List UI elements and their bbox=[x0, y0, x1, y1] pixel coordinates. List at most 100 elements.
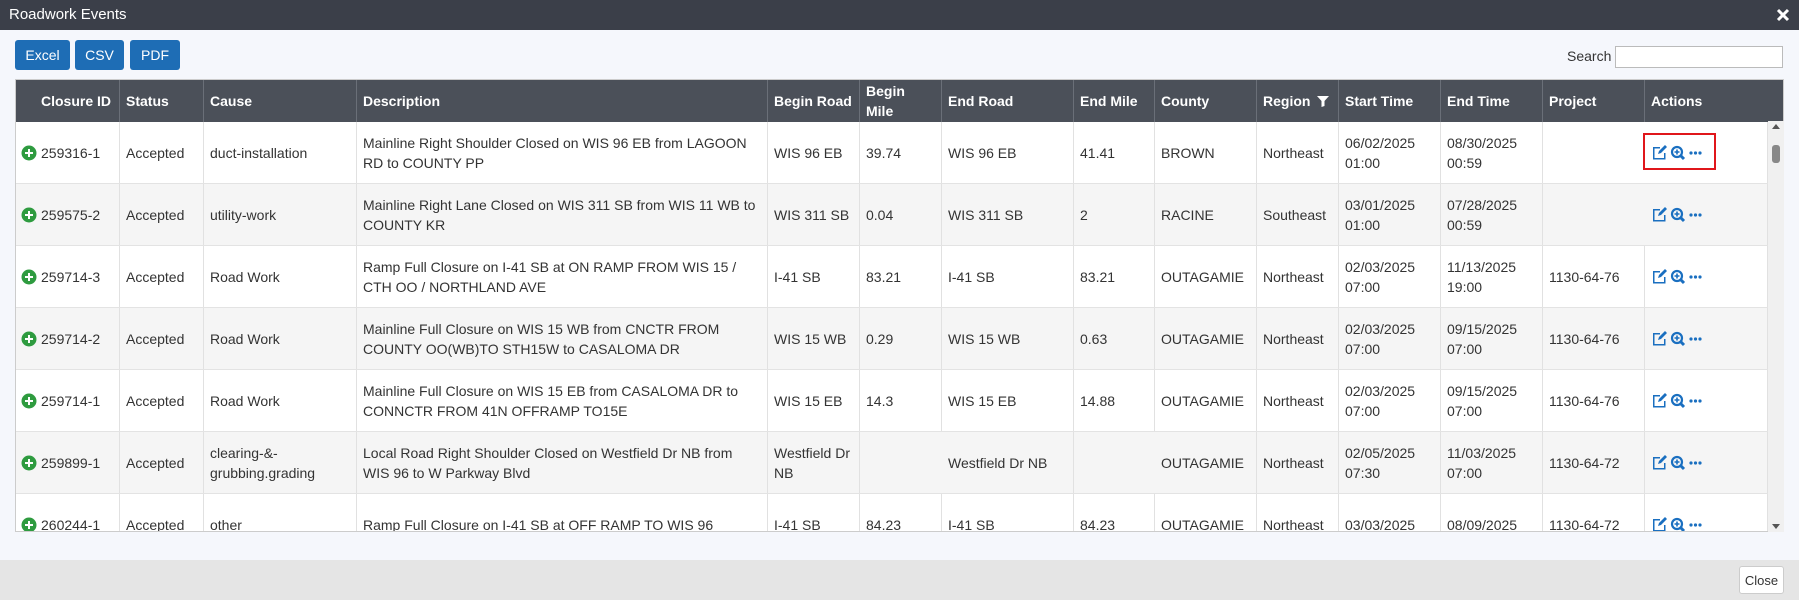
table-cell: Northeast bbox=[1257, 122, 1339, 183]
column-header: Actions bbox=[1645, 80, 1783, 122]
cell-text: Northeast bbox=[1263, 516, 1324, 532]
table-cell: 1130-64-72 bbox=[1543, 494, 1645, 531]
action-icons[interactable] bbox=[1651, 142, 1711, 164]
cell-text: OUTAGAMIE bbox=[1161, 454, 1244, 471]
actions-cell bbox=[1645, 246, 1768, 307]
action-icons[interactable] bbox=[1651, 514, 1711, 533]
table-cell: Northeast bbox=[1257, 494, 1339, 532]
filter-icon[interactable] bbox=[1316, 94, 1330, 108]
table-cell: Accepted bbox=[120, 432, 204, 493]
cell-text: Northeast bbox=[1263, 268, 1324, 285]
table-cell: 83.21 bbox=[1074, 246, 1155, 307]
cell-text: 06/02/2025 01:00 bbox=[1345, 134, 1416, 171]
scrollbar[interactable] bbox=[1768, 121, 1784, 532]
cell-text: other bbox=[210, 516, 242, 532]
table-cell: Westfield Dr NB bbox=[768, 432, 860, 493]
action-icons[interactable] bbox=[1651, 390, 1711, 412]
table-cell: WIS 96 EB bbox=[942, 122, 1074, 183]
cell-text: 259714-1 bbox=[41, 392, 101, 409]
actions-cell bbox=[1643, 122, 1768, 183]
expand-icon[interactable] bbox=[21, 269, 37, 285]
csv-button[interactable]: CSV bbox=[75, 40, 124, 70]
column-header: Description bbox=[357, 80, 768, 122]
cell-text: 14.3 bbox=[866, 392, 894, 409]
table-cell: 07/28/2025 00:59 bbox=[1441, 184, 1543, 245]
table-cell: 02/03/2025 07:00 bbox=[1339, 370, 1441, 431]
table-cell: Northeast bbox=[1257, 432, 1339, 493]
table-cell: 39.74 bbox=[860, 122, 942, 183]
table-cell: 0.04 bbox=[860, 184, 942, 245]
table-cell: 1130-64-76 bbox=[1543, 246, 1645, 307]
cell-text: Southeast bbox=[1263, 206, 1327, 223]
cell-text: Accepted bbox=[126, 144, 185, 161]
column-header-text: Start Time bbox=[1345, 93, 1414, 109]
expand-icon[interactable] bbox=[21, 331, 37, 347]
action-icons[interactable] bbox=[1651, 204, 1711, 226]
cell-text: 11/13/2025 19:00 bbox=[1447, 258, 1517, 295]
column-header-text: Region bbox=[1263, 93, 1311, 109]
cell-text: Accepted bbox=[126, 392, 185, 409]
column-header-text: Description bbox=[363, 93, 441, 109]
cell-text: Accepted bbox=[126, 330, 185, 347]
cell-text: 259714-2 bbox=[41, 330, 101, 347]
table-cell: 259714-2 bbox=[16, 308, 120, 369]
cell-text: 02/03/2025 07:00 bbox=[1345, 320, 1416, 357]
expand-icon[interactable] bbox=[21, 207, 37, 223]
table-cell: other bbox=[204, 494, 357, 532]
cell-text: 08/09/2025 bbox=[1447, 516, 1518, 532]
cell-text: 1130-64-76 bbox=[1549, 330, 1620, 347]
cell-text: 0.29 bbox=[866, 330, 894, 347]
table-cell: 259899-1 bbox=[16, 432, 120, 493]
action-icons[interactable] bbox=[1651, 266, 1711, 288]
cell-text: 1130-64-72 bbox=[1549, 454, 1620, 471]
cell-text: 259575-2 bbox=[41, 206, 101, 223]
action-icons[interactable] bbox=[1651, 452, 1711, 474]
cell-text: 39.74 bbox=[866, 144, 902, 161]
table-cell: I-41 SB bbox=[768, 494, 860, 531]
table-cell: 1130-64-72 bbox=[1543, 432, 1645, 493]
action-icons[interactable] bbox=[1651, 328, 1711, 350]
column-header: Begin Mile bbox=[860, 80, 942, 122]
table-cell: 84.23 bbox=[1074, 494, 1155, 531]
excel-button[interactable]: Excel bbox=[15, 40, 70, 70]
table-cell: Road Work bbox=[204, 308, 357, 369]
expand-icon[interactable] bbox=[21, 455, 37, 471]
close-button[interactable]: Close bbox=[1739, 566, 1784, 594]
table-cell: OUTAGAMIE bbox=[1155, 246, 1257, 307]
cell-text: 02/05/2025 07:30 bbox=[1345, 444, 1416, 481]
table-cell: Accepted bbox=[120, 308, 204, 369]
table-cell: Accepted bbox=[120, 494, 204, 531]
cell-text: 11/03/2025 07:00 bbox=[1447, 444, 1517, 481]
expand-icon[interactable] bbox=[21, 517, 37, 532]
cell-text: Accepted bbox=[126, 454, 185, 471]
cell-text: WIS 15 EB bbox=[948, 392, 1017, 409]
column-header-text: Begin Mile bbox=[866, 83, 905, 119]
pdf-button[interactable]: PDF bbox=[130, 40, 180, 70]
expand-icon[interactable] bbox=[21, 145, 37, 161]
column-header: Region bbox=[1257, 80, 1339, 122]
table-cell: Northeast bbox=[1257, 308, 1339, 369]
column-header: Start Time bbox=[1339, 80, 1441, 122]
cell-text: WIS 15 WB bbox=[774, 330, 847, 347]
column-header: End Mile bbox=[1074, 80, 1155, 122]
cell-text: 03/01/2025 01:00 bbox=[1345, 196, 1416, 233]
table-cell: OUTAGAMIE bbox=[1155, 494, 1257, 531]
table-cell: Ramp Full Closure on I-41 SB at ON RAMP … bbox=[357, 246, 768, 307]
cell-text: WIS 15 EB bbox=[774, 392, 843, 409]
table-cell: 03/03/2025 bbox=[1339, 494, 1441, 531]
cell-text: WIS 311 SB bbox=[774, 206, 850, 223]
cell-text: 0.04 bbox=[866, 206, 894, 223]
search-input[interactable] bbox=[1615, 46, 1783, 68]
table-cell: Mainline Full Closure on WIS 15 EB from … bbox=[357, 370, 768, 431]
expand-icon[interactable] bbox=[21, 393, 37, 409]
column-header-text: County bbox=[1161, 93, 1210, 109]
table-cell: 2 bbox=[1074, 184, 1155, 245]
column-header: End Road bbox=[942, 80, 1074, 122]
table-row: 259714-3 Accepted Road Work Ramp Full Closu… bbox=[16, 246, 1768, 308]
column-header-text: Begin Road bbox=[774, 93, 852, 109]
cell-text: WIS 96 EB bbox=[948, 144, 1017, 161]
close-icon[interactable] bbox=[1775, 7, 1791, 23]
cell-text: 2 bbox=[1080, 206, 1088, 223]
table-cell: OUTAGAMIE bbox=[1155, 432, 1257, 493]
